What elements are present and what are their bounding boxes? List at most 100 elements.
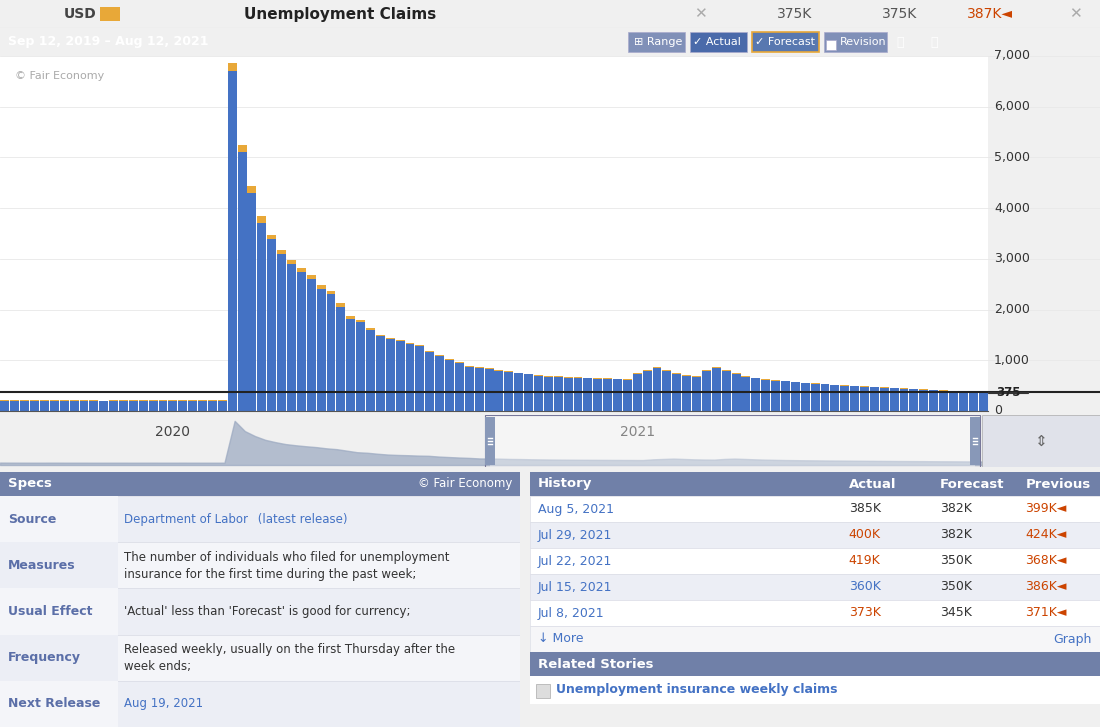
Bar bbox=[485, 417, 495, 465]
Text: ✕: ✕ bbox=[1068, 7, 1081, 22]
Bar bbox=[346, 316, 355, 318]
Bar bbox=[623, 379, 631, 411]
Bar bbox=[109, 401, 118, 411]
Bar bbox=[949, 390, 958, 411]
Bar bbox=[536, 684, 550, 698]
Bar bbox=[791, 382, 800, 411]
Bar bbox=[10, 400, 20, 401]
Bar bbox=[0, 400, 10, 411]
Bar bbox=[198, 401, 207, 411]
Text: Usual Effect: Usual Effect bbox=[8, 605, 92, 618]
Bar bbox=[228, 63, 236, 411]
Text: Specs: Specs bbox=[8, 478, 52, 491]
Bar bbox=[386, 338, 395, 411]
Bar bbox=[0, 496, 520, 542]
Bar bbox=[376, 334, 385, 336]
Bar bbox=[840, 385, 849, 411]
Text: Graph: Graph bbox=[1054, 632, 1092, 646]
Bar bbox=[732, 374, 740, 411]
Bar bbox=[20, 400, 29, 401]
Bar bbox=[515, 373, 524, 411]
Bar bbox=[287, 260, 296, 411]
Bar bbox=[257, 216, 266, 411]
Bar bbox=[652, 367, 661, 411]
Bar bbox=[0, 680, 520, 727]
Bar bbox=[890, 388, 899, 411]
Bar bbox=[366, 328, 375, 411]
Bar bbox=[446, 358, 454, 360]
Text: Aug 19, 2021: Aug 19, 2021 bbox=[124, 697, 204, 710]
Bar bbox=[0, 542, 118, 588]
Bar bbox=[455, 362, 464, 363]
Bar bbox=[573, 377, 582, 411]
Text: 375K: 375K bbox=[882, 7, 917, 21]
Bar bbox=[530, 652, 1100, 676]
Bar bbox=[530, 626, 1100, 652]
Bar bbox=[0, 680, 118, 727]
Bar bbox=[722, 370, 730, 411]
Bar bbox=[988, 392, 1028, 393]
Bar bbox=[563, 377, 572, 411]
Text: 5,000: 5,000 bbox=[994, 151, 1030, 164]
Bar bbox=[900, 388, 909, 411]
Bar bbox=[50, 400, 58, 411]
Text: 1,000: 1,000 bbox=[994, 354, 1030, 367]
Bar bbox=[436, 355, 444, 356]
Bar bbox=[761, 379, 770, 411]
Text: 371K◄: 371K◄ bbox=[1025, 606, 1067, 619]
Text: Released weekly, usually on the first Thursday after the: Released weekly, usually on the first Th… bbox=[124, 643, 455, 656]
Text: 4,000: 4,000 bbox=[994, 201, 1030, 214]
Text: The number of individuals who filed for unemployment: The number of individuals who filed for … bbox=[124, 551, 450, 564]
Text: Jul 29, 2021: Jul 29, 2021 bbox=[538, 529, 613, 542]
Bar bbox=[821, 384, 829, 411]
Bar bbox=[485, 368, 494, 411]
Bar bbox=[969, 391, 978, 411]
Text: ✓ Actual: ✓ Actual bbox=[693, 37, 741, 47]
Bar bbox=[426, 351, 434, 352]
Text: 2,000: 2,000 bbox=[994, 303, 1030, 316]
Text: Previous: Previous bbox=[1025, 478, 1090, 491]
Text: 386K◄: 386K◄ bbox=[1025, 580, 1067, 593]
Text: 2021: 2021 bbox=[619, 425, 654, 439]
Text: Related Stories: Related Stories bbox=[538, 657, 653, 670]
Bar bbox=[406, 343, 415, 411]
Bar bbox=[690, 32, 747, 52]
Text: 373K: 373K bbox=[849, 606, 880, 619]
Bar bbox=[530, 548, 1100, 574]
Bar bbox=[702, 370, 711, 411]
Text: Aug 5, 2021: Aug 5, 2021 bbox=[538, 502, 614, 515]
Text: ✕: ✕ bbox=[694, 7, 706, 22]
Text: Next Release: Next Release bbox=[8, 697, 100, 710]
Bar bbox=[632, 374, 641, 411]
Text: week ends;: week ends; bbox=[124, 660, 191, 673]
Bar bbox=[30, 401, 38, 411]
Bar bbox=[139, 401, 147, 411]
Bar bbox=[485, 415, 980, 467]
Text: 382K: 382K bbox=[939, 502, 971, 515]
Bar bbox=[982, 415, 1100, 467]
Bar bbox=[356, 320, 365, 322]
Text: Unemployment Claims: Unemployment Claims bbox=[244, 7, 436, 22]
Bar bbox=[168, 401, 177, 411]
Bar bbox=[870, 387, 879, 411]
Bar bbox=[830, 385, 839, 411]
Bar bbox=[416, 345, 425, 411]
Bar bbox=[495, 370, 504, 411]
Bar bbox=[530, 574, 1100, 600]
Bar bbox=[99, 401, 108, 411]
Bar bbox=[10, 400, 20, 411]
Bar bbox=[672, 374, 681, 411]
Bar bbox=[277, 250, 286, 254]
Bar bbox=[553, 377, 563, 411]
Bar bbox=[751, 377, 760, 411]
Bar bbox=[752, 32, 820, 52]
Text: 385K: 385K bbox=[849, 502, 881, 515]
Bar bbox=[0, 635, 118, 680]
Text: Sep 12, 2019 – Aug 12, 2021: Sep 12, 2019 – Aug 12, 2021 bbox=[8, 36, 209, 49]
Bar bbox=[910, 389, 918, 411]
Bar bbox=[40, 401, 48, 411]
Bar bbox=[59, 400, 68, 411]
Text: ✓ Forecast: ✓ Forecast bbox=[755, 37, 815, 47]
Text: 🔍: 🔍 bbox=[896, 36, 903, 49]
Bar bbox=[297, 268, 306, 411]
